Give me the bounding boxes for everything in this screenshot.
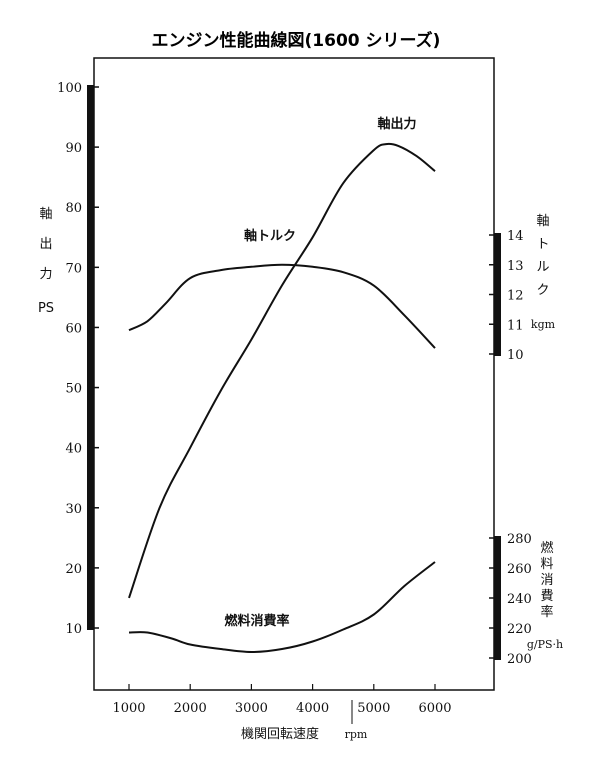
torque-axis-label-char: ル (536, 260, 549, 275)
fuel-axis-label-char: 料 (540, 557, 553, 572)
fuel-axis-label-char: 消 (540, 573, 553, 588)
fuel-axis-unit: g/PS·h (527, 638, 563, 651)
left-axis-label-char: 軸 (39, 207, 52, 222)
fuel-axis-bar (494, 536, 501, 660)
x-axis-tick-label: 2000 (174, 701, 207, 716)
left-axis-tick-label: 20 (65, 562, 82, 577)
fuel-axis-tick-label: 220 (507, 622, 532, 637)
series-label: 燃料消費率 (224, 613, 289, 629)
left-axis-label-char: 出 (39, 237, 52, 252)
torque-axis-tick-label: 11 (507, 318, 524, 333)
x-axis-unit: rpm (345, 728, 368, 741)
x-axis-tick-label: 1000 (112, 701, 145, 716)
torque-axis-unit: kgm (531, 318, 556, 331)
left-axis-tick-label: 70 (65, 261, 82, 276)
left-axis-bar (87, 85, 94, 630)
x-axis-label: 機関回転速度 (241, 726, 319, 742)
torque-axis-label-char: ク (536, 283, 549, 298)
torque-curve (128, 263, 436, 349)
fuel-axis-label-char: 率 (540, 604, 553, 620)
x-axis-tick-label: 5000 (357, 701, 390, 716)
fuel-axis-label-char: 燃 (540, 540, 553, 556)
torque-axis-label-char: ト (536, 237, 549, 252)
left-axis-tick-label: 10 (65, 622, 82, 637)
left-axis-tick-label: 30 (65, 502, 82, 517)
fuel-axis-label-char: 費 (540, 589, 553, 604)
x-axis-tick-label: 4000 (296, 701, 329, 716)
fuel-axis-tick-label: 280 (507, 532, 532, 547)
torque-axis-label-char: 軸 (536, 214, 549, 229)
fuel-axis-tick-label: 240 (507, 592, 532, 607)
torque-axis-bar (494, 233, 501, 356)
series-curves (128, 142, 436, 654)
series-label: 軸トルク (244, 228, 296, 244)
left-axis-tick-label: 40 (65, 442, 82, 457)
left-axis-tick-label: 90 (65, 141, 82, 156)
left-axis-tick-label: 80 (65, 201, 82, 216)
fuel-axis-tick-label: 260 (507, 562, 532, 577)
chart-title: エンジン性能曲線図(1600 シリーズ) (152, 30, 441, 51)
torque-axis-tick-label: 12 (507, 289, 524, 304)
power-curve (128, 142, 436, 599)
torque-axis-tick-label: 13 (507, 259, 524, 274)
x-axis-tick-label: 3000 (235, 701, 268, 716)
x-axis-tick-label: 6000 (418, 701, 451, 716)
fuel-axis-tick-label: 200 (507, 652, 532, 667)
left-axis-tick-label: 100 (57, 81, 82, 96)
torque-axis-tick-label: 14 (507, 229, 524, 244)
left-axis-label-char: 力 (39, 267, 52, 282)
left-axis-tick-label: 50 (65, 382, 82, 397)
fuel-consumption-curve (128, 561, 436, 654)
plot-frame (93, 57, 495, 691)
left-axis-unit: PS (38, 301, 54, 316)
series-label: 軸出力 (377, 116, 416, 132)
axis-ticks: 10 20 30 40 50 60 70 80 90 100 10 11 12 13 14 200 220 240… (57, 81, 532, 716)
left-axis-tick-label: 60 (65, 321, 82, 336)
torque-axis-tick-label: 10 (507, 348, 524, 363)
